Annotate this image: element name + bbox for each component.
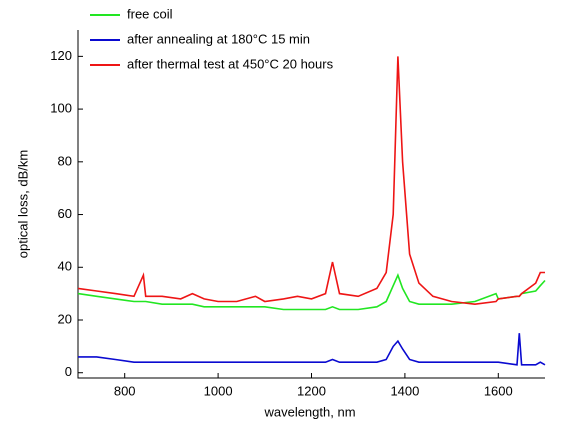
- series-line: [78, 333, 546, 366]
- series-line: [77, 273, 546, 311]
- x-tick-label: 1000: [204, 383, 233, 398]
- y-axis-label: optical loss, dB/km: [15, 150, 30, 258]
- axes-frame: [77, 30, 545, 379]
- x-tick-label: 1600: [484, 383, 513, 398]
- x-tick-label: 800: [114, 383, 136, 398]
- series-line: [77, 56, 545, 306]
- y-tick-label: 0: [65, 364, 72, 379]
- y-tick-label: 40: [58, 259, 72, 274]
- y-tick-label: 120: [50, 48, 72, 63]
- legend-label: after annealing at 180°C 15 min: [127, 31, 310, 46]
- x-axis-label: wavelength, nm: [263, 404, 355, 419]
- y-tick-label: 100: [50, 101, 72, 116]
- x-tick-label: 1400: [390, 383, 419, 398]
- y-tick-label: 60: [58, 206, 72, 221]
- legend-label: after thermal test at 450°C 20 hours: [127, 56, 334, 71]
- x-tick-label: 1200: [297, 383, 326, 398]
- y-tick-label: 80: [58, 153, 72, 168]
- legend-label: free coil: [127, 6, 173, 21]
- y-tick-label: 20: [58, 311, 72, 326]
